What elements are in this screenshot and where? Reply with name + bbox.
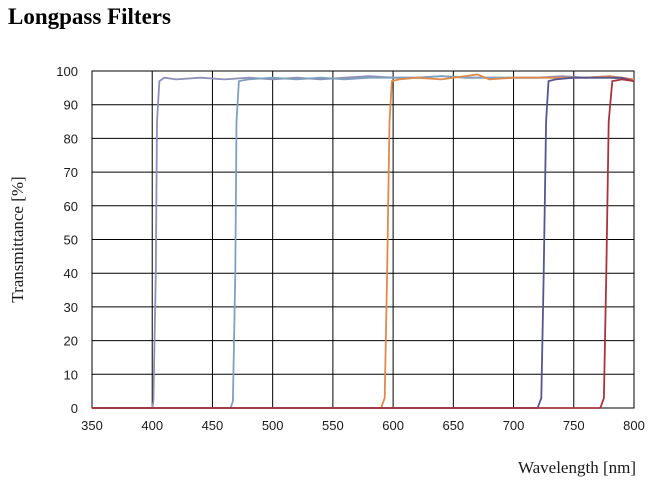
y-tick-label: 100 xyxy=(56,64,78,79)
y-tick-label: 20 xyxy=(64,334,78,349)
y-axis-title: Transmittance [%] xyxy=(8,176,27,302)
y-tick-label: 60 xyxy=(64,199,78,214)
x-tick-label: 400 xyxy=(141,418,163,433)
x-tick-label: 450 xyxy=(202,418,224,433)
x-tick-label: 550 xyxy=(322,418,344,433)
y-tick-label: 40 xyxy=(64,266,78,281)
x-tick-label: 600 xyxy=(382,418,404,433)
x-tick-label: 350 xyxy=(81,418,103,433)
series-line-4 xyxy=(92,76,635,409)
y-tick-label: 10 xyxy=(64,367,78,382)
x-tick-label: 500 xyxy=(262,418,284,433)
y-tick-label: 30 xyxy=(64,300,78,315)
series-line-5 xyxy=(92,78,635,409)
y-tick-label: 0 xyxy=(71,401,78,416)
x-tick-label: 800 xyxy=(623,418,645,433)
y-tick-label: 80 xyxy=(64,131,78,146)
x-tick-labels: 350 400 450 500 550 600 650 700 750 800 xyxy=(81,418,645,433)
x-tick-label: 700 xyxy=(503,418,525,433)
y-tick-label: 70 xyxy=(64,165,78,180)
x-tick-label: 750 xyxy=(563,418,585,433)
chart-title: Longpass Filters xyxy=(8,4,171,29)
y-tick-label: 90 xyxy=(64,98,78,113)
y-tick-label: 50 xyxy=(64,233,78,248)
y-tick-labels: 0 10 20 30 40 50 60 70 80 90 100 xyxy=(56,64,78,416)
x-tick-label: 650 xyxy=(442,418,464,433)
x-axis-title: Wavelength [nm] xyxy=(518,458,636,477)
series-layer xyxy=(92,73,635,409)
